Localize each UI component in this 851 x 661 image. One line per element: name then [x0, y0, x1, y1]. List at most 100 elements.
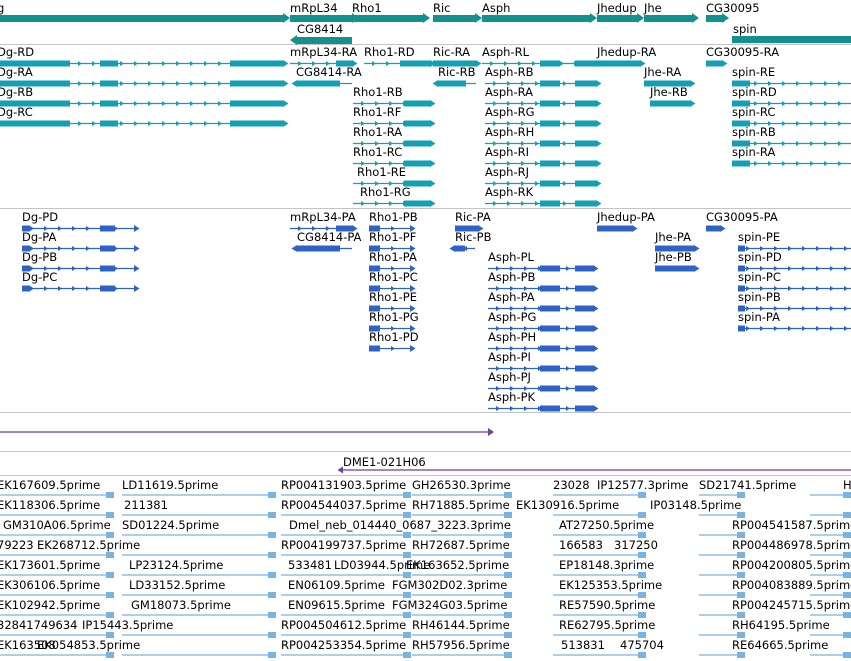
protein-label[interactable]: spin-PA	[738, 310, 780, 324]
est-label[interactable]: EN09615.5prime	[288, 598, 385, 612]
transcript-label[interactable]: Asph-RL	[482, 45, 529, 59]
transcript-label[interactable]: Jhe-RA	[644, 65, 682, 79]
est-label[interactable]: EK306106.5prime	[0, 578, 101, 592]
est-label[interactable]: RP004486978.5prime	[732, 538, 851, 552]
est-label[interactable]: EK268712.5prime	[37, 538, 141, 552]
transcript-label[interactable]: Dg-RD	[0, 45, 35, 59]
est-label[interactable]: 32841749634	[0, 618, 78, 632]
est-label[interactable]: FGM302D02.3prime	[392, 578, 508, 592]
gene-label[interactable]: CG30095	[706, 1, 760, 15]
gene-label[interactable]: Rho1	[352, 1, 382, 15]
est-label[interactable]: IP12577.3prime	[597, 478, 689, 492]
est-label[interactable]: RH72687.5prime	[412, 538, 510, 552]
est-label[interactable]: 317250	[614, 538, 658, 552]
est-label[interactable]: EK163652.5prime	[406, 558, 510, 572]
gene-label[interactable]: CG8414	[297, 22, 344, 36]
est-label[interactable]: RP004083889.5prime	[732, 578, 851, 592]
transcript-label[interactable]: Ric-RA	[433, 45, 471, 59]
transcript-label[interactable]: Asph-RK	[485, 185, 534, 199]
transcript-label[interactable]: Rho1-RG	[360, 185, 411, 199]
est-label[interactable]: RP004253354.5prime	[281, 638, 407, 652]
transcript-label[interactable]: Asph-RB	[485, 65, 534, 79]
est-label[interactable]: EK054853.5prime	[37, 638, 141, 652]
gene-label[interactable]: spin	[733, 22, 757, 36]
protein-label[interactable]: CG8414-PA	[297, 230, 362, 244]
est-label[interactable]: RH71885.5prime	[412, 498, 510, 512]
est-label[interactable]: 79223	[0, 538, 34, 552]
protein-label[interactable]: Rho1-PC	[369, 270, 418, 284]
protein-label[interactable]: mRpL34-PA	[290, 210, 356, 224]
transcript-label[interactable]: spin-RD	[732, 85, 777, 99]
transcript-label[interactable]: Rho1-RD	[364, 45, 415, 59]
protein-label[interactable]: spin-PE	[738, 230, 781, 244]
est-label[interactable]: Dmel_neb_014440_0687_3223.3prime	[289, 518, 511, 532]
est-label[interactable]: EK130916.5prime	[516, 498, 620, 512]
protein-label[interactable]: Rho1-PF	[369, 230, 417, 244]
protein-label[interactable]: Ric-PB	[455, 230, 492, 244]
gene-label[interactable]: Jhedup	[597, 1, 637, 15]
protein-label[interactable]: spin-PD	[738, 250, 782, 264]
est-label[interactable]: IP15443.5prime	[82, 618, 174, 632]
est-label[interactable]: 211381	[124, 498, 168, 512]
est-label[interactable]: 475704	[620, 638, 664, 652]
gene-label[interactable]: Jhe	[644, 1, 662, 15]
protein-label[interactable]: Asph-PI	[488, 350, 531, 364]
transcript-label[interactable]: Jhedup-RA	[597, 45, 657, 59]
est-label[interactable]: RP004131903.5prime	[281, 478, 407, 492]
transcript-label[interactable]: spin-RB	[732, 125, 776, 139]
transcript-label[interactable]: Asph-RH	[485, 125, 535, 139]
est-label[interactable]: RE57590.5prime	[559, 598, 656, 612]
clone-label[interactable]: DME1-021H06	[343, 455, 426, 469]
est-label[interactable]: RP004200805.5prime	[732, 558, 851, 572]
est-label[interactable]: RP004199737.5prime	[281, 538, 407, 552]
protein-label[interactable]: Dg-PA	[22, 230, 57, 244]
est-label[interactable]: GM310A06.5prime	[3, 518, 111, 532]
est-label[interactable]: RP004504612.5prime	[281, 618, 407, 632]
transcript-label[interactable]: Asph-RJ	[485, 165, 529, 179]
protein-label[interactable]: Rho1-PG	[369, 310, 419, 324]
protein-label[interactable]: Asph-PL	[488, 250, 534, 264]
transcript-label[interactable]: CG8414-RA	[296, 65, 362, 79]
protein-label[interactable]: Rho1-PE	[369, 290, 417, 304]
transcript-label[interactable]: spin-RC	[732, 105, 776, 119]
transcript-label[interactable]: Asph-RG	[485, 105, 535, 119]
protein-label[interactable]: CG30095-PA	[706, 210, 778, 224]
est-label[interactable]: GH26530.3prime	[412, 478, 511, 492]
est-label[interactable]: H	[843, 478, 851, 492]
est-label[interactable]: 533481	[288, 558, 332, 572]
transcript-label[interactable]: Asph-RI	[485, 145, 529, 159]
protein-label[interactable]: Asph-PG	[488, 310, 537, 324]
transcript-label[interactable]: CG30095-RA	[706, 45, 780, 59]
protein-label[interactable]: spin-PC	[738, 270, 781, 284]
est-label[interactable]: EK163508	[0, 638, 56, 652]
transcript-label[interactable]: Dg-RA	[0, 65, 33, 79]
est-label[interactable]: LD33152.5prime	[129, 578, 226, 592]
transcript-label[interactable]: spin-RA	[732, 145, 776, 159]
est-label[interactable]: EK102942.5prime	[0, 598, 101, 612]
protein-label[interactable]: Asph-PK	[488, 390, 536, 404]
gene-label[interactable]: mRpL34	[290, 1, 338, 15]
transcript-label[interactable]: Rho1-RA	[353, 125, 403, 139]
transcript-label[interactable]: Dg-RC	[0, 105, 33, 119]
protein-label[interactable]: Rho1-PA	[369, 250, 417, 264]
protein-label[interactable]: Dg-PB	[22, 250, 58, 264]
est-label[interactable]: RE64665.5prime	[732, 638, 829, 652]
est-label[interactable]: RP004541587.5prime	[732, 518, 851, 532]
transcript-label[interactable]: Rho1-RF	[353, 105, 402, 119]
est-label[interactable]: GM18073.5prime	[131, 598, 231, 612]
est-label[interactable]: RH57956.5prime	[412, 638, 510, 652]
est-label[interactable]: RP004245715.5prime	[732, 598, 851, 612]
protein-label[interactable]: Jhe-PA	[655, 230, 691, 244]
est-label[interactable]: EK173601.5prime	[0, 558, 101, 572]
protein-label[interactable]: Rho1-PD	[369, 330, 419, 344]
est-label[interactable]: RH46144.5prime	[412, 618, 510, 632]
est-label[interactable]: 23028	[553, 478, 590, 492]
est-label[interactable]: 513831	[561, 638, 605, 652]
est-label[interactable]: RP004544037.5prime	[281, 498, 407, 512]
gene-label[interactable]: Ric	[433, 1, 451, 15]
gene-label[interactable]: Asph	[482, 1, 511, 15]
protein-label[interactable]: Dg-PD	[22, 210, 59, 224]
est-label[interactable]: LD11619.5prime	[122, 478, 219, 492]
transcript-label[interactable]: Rho1-RB	[353, 85, 403, 99]
